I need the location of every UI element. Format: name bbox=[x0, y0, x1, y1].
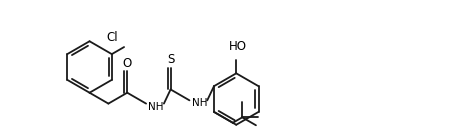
Text: Cl: Cl bbox=[107, 31, 118, 44]
Text: NH: NH bbox=[191, 98, 207, 108]
Text: O: O bbox=[123, 56, 132, 70]
Text: NH: NH bbox=[148, 102, 164, 112]
Text: S: S bbox=[167, 53, 174, 66]
Text: HO: HO bbox=[229, 40, 247, 53]
